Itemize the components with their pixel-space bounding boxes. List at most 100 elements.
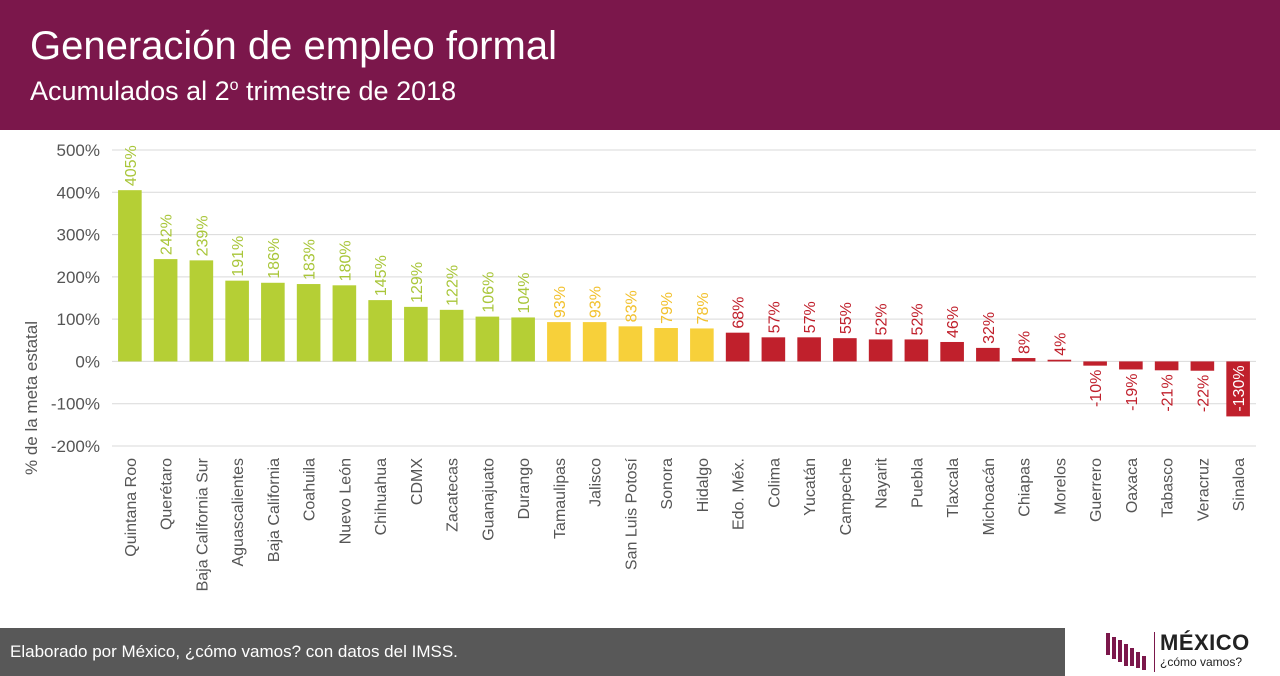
data-label: 239% — [194, 215, 211, 256]
chart-subtitle: Acumulados al 2o trimestre de 2018 — [30, 76, 456, 107]
x-tick-label: Nayarit — [874, 457, 891, 508]
data-label: 242% — [159, 214, 176, 255]
x-tick-label: Guanajuato — [480, 458, 497, 541]
bar — [118, 190, 142, 362]
data-label: 4% — [1052, 333, 1069, 356]
bar — [225, 280, 249, 362]
x-axis-labels: Quintana Roo Querétaro Baja California Sur… — [123, 457, 1248, 591]
bar — [582, 322, 607, 362]
bar — [1011, 358, 1036, 362]
bar — [368, 300, 392, 362]
data-label: 32% — [981, 312, 998, 344]
x-tick-label: Oaxaca — [1124, 458, 1141, 513]
bar — [1119, 361, 1143, 370]
bar — [618, 326, 643, 362]
data-label: -19% — [1124, 373, 1141, 410]
data-label: 93% — [552, 286, 569, 318]
data-label: -10% — [1088, 370, 1105, 407]
bar — [332, 285, 357, 362]
bar — [1226, 361, 1250, 417]
x-tick-label: Chihuahua — [373, 458, 390, 536]
x-tick-label: Tamaulipas — [552, 458, 569, 539]
data-label: 79% — [659, 292, 676, 324]
bar — [868, 339, 893, 362]
data-label: 57% — [766, 301, 783, 333]
subtitle-part-1: Acumulados al 2 — [30, 76, 230, 106]
bar — [976, 347, 1000, 362]
y-tick-label: 200% — [57, 268, 100, 287]
x-tick-label: Chiapas — [1017, 458, 1034, 517]
x-tick-label: Hidalgo — [695, 458, 712, 512]
data-label: 46% — [945, 306, 962, 338]
y-tick-label: 100% — [57, 310, 100, 329]
x-tick-label: Sonora — [659, 458, 676, 510]
data-label: 68% — [731, 297, 748, 329]
chart-data-labels: 405% 242% 239% 191% 186% 183% 180% 145% 129% 122%… — [123, 145, 1248, 412]
x-tick-label: San Luis Potosí — [623, 457, 640, 570]
logo-name: MÉXICO — [1160, 630, 1250, 655]
x-tick-label: Puebla — [909, 458, 926, 508]
bar — [904, 339, 929, 362]
x-tick-label: Guerrero — [1088, 458, 1105, 522]
x-tick-label: Colima — [766, 458, 783, 508]
data-label: 191% — [230, 236, 247, 277]
y-tick-label: 500% — [57, 141, 100, 160]
x-tick-label: Coahuila — [302, 458, 319, 521]
bar — [1083, 361, 1107, 366]
bar — [761, 337, 786, 362]
bar — [1154, 361, 1179, 371]
bar — [1190, 361, 1215, 371]
data-label: 78% — [695, 292, 712, 324]
y-tick-label: -200% — [51, 437, 100, 456]
bar — [439, 309, 464, 362]
x-tick-label: Michoacán — [981, 458, 998, 535]
bar-logo-icon — [1106, 633, 1146, 670]
data-label: 405% — [123, 145, 140, 186]
data-label: 83% — [623, 290, 640, 322]
subtitle-part-2: trimestre de 2018 — [238, 76, 457, 106]
x-tick-label: Nuevo León — [337, 458, 354, 544]
data-label: -130% — [1231, 365, 1248, 411]
data-label: -22% — [1195, 375, 1212, 412]
data-label: 104% — [516, 273, 533, 314]
chart-bars — [118, 190, 1250, 417]
data-label: 106% — [480, 272, 497, 313]
bar — [404, 306, 428, 362]
data-label: 52% — [909, 303, 926, 335]
x-tick-label: Querétaro — [159, 458, 176, 530]
x-tick-label: Edo. Méx. — [731, 458, 748, 530]
x-tick-label: Baja California Sur — [194, 457, 211, 591]
bar — [153, 259, 178, 362]
bar — [296, 284, 321, 362]
bar — [511, 317, 535, 362]
x-tick-label: Aguascalientes — [230, 458, 247, 567]
bar — [547, 322, 571, 362]
y-axis-label: % de la meta estatal — [22, 321, 41, 475]
x-tick-label: CDMX — [409, 458, 426, 505]
data-label: 186% — [266, 238, 283, 279]
data-label: 57% — [802, 301, 819, 333]
x-tick-label: Jalisco — [588, 458, 605, 507]
header-banner: Generación de empleo formal Acumulados a… — [0, 0, 1280, 130]
x-tick-label: Sinaloa — [1231, 458, 1248, 511]
y-tick-label: -100% — [51, 395, 100, 414]
data-label: 183% — [302, 239, 319, 280]
bar-chart: -200% -100% 0% 100% 200% 300% 400% 500% % de la… — [22, 141, 1256, 591]
y-tick-label: 0% — [75, 352, 100, 371]
x-tick-label: Campeche — [838, 458, 855, 535]
x-tick-label: Morelos — [1052, 458, 1069, 515]
x-tick-label: Quintana Roo — [123, 458, 140, 557]
x-tick-label: Yucatán — [802, 458, 819, 516]
x-tick-label: Tlaxcala — [945, 458, 962, 518]
mexico-como-vamos-logo: MÉXICO ¿cómo vamos? — [1100, 628, 1280, 676]
bar — [725, 332, 750, 362]
x-tick-label: Durango — [516, 458, 533, 519]
x-tick-label: Zacatecas — [445, 458, 462, 532]
data-label: 52% — [874, 303, 891, 335]
data-label: 145% — [373, 255, 390, 296]
logo-divider — [1154, 632, 1155, 672]
bar — [475, 316, 500, 362]
y-axis-ticks: -200% -100% 0% 100% 200% 300% 400% 500% — [51, 141, 100, 456]
footer-bar: Elaborado por México, ¿cómo vamos? con d… — [0, 628, 1065, 676]
chart-title: Generación de empleo formal — [30, 24, 557, 68]
